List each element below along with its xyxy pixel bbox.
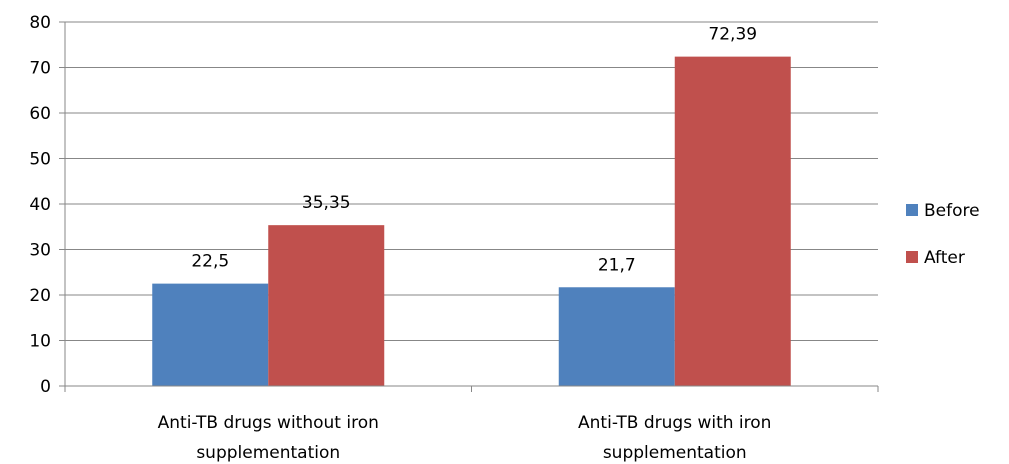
y-tick-label: 0 [40,377,51,397]
y-tick-label: 40 [29,195,51,215]
y-tick-label: 60 [29,104,51,124]
x-category-label: Anti-TB drugs with iron [578,413,771,433]
legend-swatch-after [906,251,918,263]
y-tick-label: 50 [29,150,51,170]
x-category-label: Anti-TB drugs without iron [158,413,379,433]
x-category-label: supplementation [603,443,747,463]
bar-before [152,283,269,386]
legend-swatch-before [906,204,918,216]
data-label: 72,39 [708,25,757,45]
bar-before [558,287,675,386]
y-axis-ticks: 0 10 20 30 40 50 60 70 80 [29,13,65,397]
legend: Before After [906,201,980,268]
bar-after [268,225,385,386]
y-tick-label: 70 [29,59,51,79]
x-category-label: supplementation [196,443,340,463]
bar-after [674,56,791,387]
data-label: 22,5 [191,252,229,272]
legend-label-before: Before [924,201,980,221]
y-tick-label: 20 [29,286,51,306]
data-labels: 22,5 35,35 21,7 72,39 [191,25,757,276]
bars [152,56,791,387]
legend-label-after: After [924,248,965,268]
data-label: 35,35 [302,193,351,213]
y-tick-label: 10 [29,332,51,352]
axes [64,22,879,392]
x-axis-categories: Anti-TB drugs without iron supplementatio… [158,413,772,463]
y-tick-label: 30 [29,241,51,261]
data-label: 21,7 [598,255,636,275]
y-tick-label: 80 [29,13,51,33]
